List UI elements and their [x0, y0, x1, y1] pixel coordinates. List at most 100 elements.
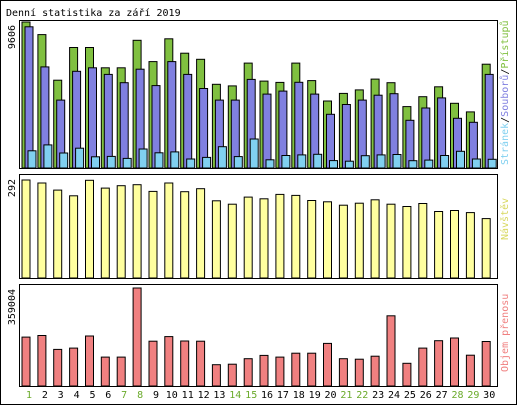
- bar-kbytes: [196, 340, 206, 387]
- bar-visits: [307, 200, 317, 279]
- bar-pages: [281, 155, 291, 169]
- bar-kbytes: [323, 342, 332, 387]
- bar-kbytes: [85, 335, 94, 387]
- bar-kbytes: [259, 354, 269, 387]
- bar-pages: [344, 160, 354, 169]
- bar-visits: [291, 194, 301, 279]
- day-label: 28: [451, 390, 463, 401]
- panel-middle-max-label: 292: [7, 179, 18, 197]
- legend-files: Souborů: [499, 75, 511, 117]
- bar-files: [484, 73, 494, 169]
- bar-files: [183, 73, 193, 169]
- bar-visits: [338, 204, 348, 279]
- bar-visits: [21, 179, 31, 279]
- day-label: 18: [293, 390, 305, 401]
- panel-top-max-label: 9606: [7, 25, 18, 49]
- day-label: 20: [324, 390, 336, 401]
- bar-visits: [402, 206, 412, 279]
- bar-pages: [456, 150, 465, 169]
- bar-visits: [164, 182, 174, 279]
- day-label: 29: [467, 390, 479, 401]
- panel-bottom-frame: [19, 284, 498, 387]
- bar-kbytes: [402, 362, 412, 387]
- bar-pages: [471, 158, 481, 169]
- day-label: 7: [121, 390, 127, 401]
- bar-kbytes: [465, 354, 475, 387]
- panel-bottom-max-label: 359004: [7, 289, 18, 325]
- day-label: 17: [277, 390, 289, 401]
- bar-pages: [392, 154, 402, 169]
- bar-pages: [313, 153, 323, 169]
- bar-visits: [243, 196, 253, 279]
- panel-bottom-bars: [21, 287, 491, 387]
- bar-kbytes: [21, 336, 31, 387]
- bar-pages: [329, 160, 338, 169]
- bar-kbytes: [370, 355, 380, 387]
- bar-kbytes: [53, 348, 63, 387]
- bar-kbytes: [243, 358, 253, 387]
- panel-top-legend: Stránek/Souborů/Přístupů: [499, 20, 511, 165]
- bar-visits: [100, 187, 110, 279]
- bar-visits: [354, 202, 364, 279]
- bar-kbytes: [69, 347, 79, 387]
- bar-pages: [59, 152, 69, 169]
- legend-hits: Přístupů: [499, 20, 511, 68]
- bar-visits: [434, 211, 444, 279]
- bar-pages: [202, 156, 212, 169]
- bar-visits: [386, 203, 396, 279]
- bar-kbytes: [354, 358, 364, 387]
- day-label: 12: [198, 390, 210, 401]
- bar-pages: [408, 160, 418, 169]
- day-label: 21: [340, 390, 352, 401]
- day-label: 8: [137, 390, 143, 401]
- bar-kbytes: [116, 356, 126, 387]
- panel-top-bars: [21, 21, 497, 169]
- bar-kbytes: [434, 340, 444, 387]
- bar-pages: [27, 150, 37, 169]
- bar-visits: [53, 189, 63, 279]
- bar-pages: [170, 151, 180, 169]
- bar-kbytes: [291, 352, 301, 387]
- bar-pages: [186, 158, 196, 169]
- chart-title: Denní statistika za září 2019: [6, 7, 181, 19]
- day-label: 23: [372, 390, 384, 401]
- bar-pages: [122, 157, 132, 169]
- bar-visits: [227, 203, 237, 279]
- day-label: 10: [166, 390, 178, 401]
- bar-pages: [297, 154, 307, 169]
- bar-visits: [259, 198, 269, 279]
- bar-visits: [370, 199, 380, 279]
- bar-kbytes: [180, 340, 190, 387]
- bar-visits: [481, 218, 491, 279]
- bar-kbytes: [164, 336, 174, 387]
- bar-visits: [450, 210, 459, 279]
- legend-sep-2: /: [500, 69, 511, 75]
- bar-files: [103, 73, 113, 169]
- bar-files: [199, 88, 209, 169]
- bar-kbytes: [148, 340, 158, 387]
- bar-pages: [91, 156, 100, 169]
- day-label: 25: [404, 390, 416, 401]
- bar-visits: [148, 190, 158, 279]
- legend-pages: Stránek: [499, 123, 511, 165]
- day-label: 26: [420, 390, 432, 401]
- bar-visits: [211, 200, 221, 279]
- day-label: 30: [483, 390, 495, 401]
- day-label: 2: [42, 390, 48, 401]
- bar-pages: [249, 138, 259, 169]
- bar-pages: [265, 159, 275, 169]
- bar-pages: [440, 155, 450, 169]
- bar-kbytes: [227, 363, 237, 387]
- bar-visits: [465, 212, 475, 279]
- bar-pages: [233, 156, 243, 169]
- day-label: 5: [89, 390, 95, 401]
- bar-visits: [85, 179, 94, 279]
- day-label: 22: [356, 390, 368, 401]
- bar-kbytes: [211, 364, 221, 387]
- bar-visits: [37, 182, 47, 279]
- day-label: 24: [388, 390, 400, 401]
- bar-pages: [217, 146, 227, 169]
- bar-kbytes: [307, 352, 317, 387]
